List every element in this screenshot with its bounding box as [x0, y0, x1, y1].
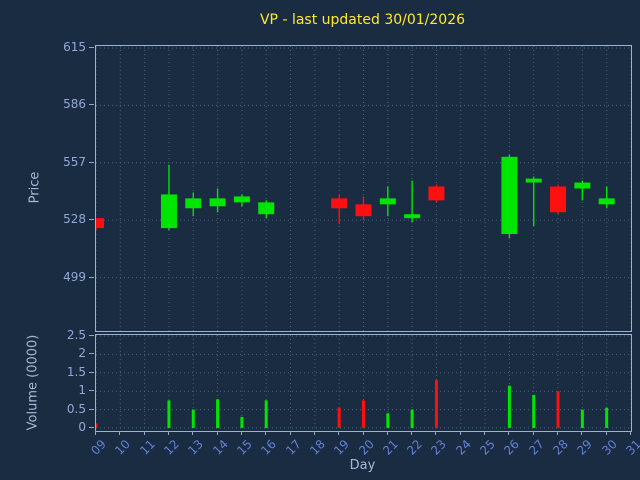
- x-tick-mark: [581, 431, 583, 435]
- price-tick-mark: [89, 276, 94, 278]
- volume-tick-label: 1.5: [66, 364, 86, 379]
- volume-bar: [337, 407, 341, 428]
- volume-bar: [264, 400, 268, 428]
- volume-tick-mark: [89, 335, 94, 336]
- volume-tick-label: 1: [78, 383, 86, 398]
- candle-body: [185, 198, 202, 209]
- volume-bar: [240, 416, 244, 428]
- x-tick-mark: [192, 431, 194, 435]
- volume-bar: [216, 399, 220, 428]
- price-chart-canvas: [96, 46, 631, 331]
- volume-tick-mark: [89, 408, 94, 410]
- volume-bar: [362, 400, 365, 428]
- price-tick-label: 586: [63, 97, 86, 112]
- x-tick-mark: [289, 431, 291, 435]
- price-tick-mark: [89, 104, 94, 106]
- price-panel: [95, 45, 632, 332]
- x-tick-mark: [508, 431, 510, 435]
- volume-bar: [434, 380, 438, 428]
- x-tick-mark: [532, 431, 534, 435]
- candle-body: [233, 196, 250, 203]
- volume-tick-label: 0.5: [66, 401, 86, 416]
- candle-body: [160, 194, 177, 229]
- volume-bar: [410, 409, 414, 428]
- price-tick-mark: [89, 46, 94, 48]
- chart-title: VP - last updated 30/01/2026: [259, 12, 466, 28]
- x-tick-mark: [119, 431, 121, 435]
- volume-bar: [580, 409, 584, 428]
- x-tick-mark: [484, 431, 486, 435]
- candle-body: [574, 182, 591, 189]
- volume-panel: [95, 334, 632, 432]
- x-axis-label: Day: [349, 458, 376, 473]
- volume-tick-label: 2.5: [66, 328, 86, 342]
- volume-bar: [605, 407, 609, 428]
- volume-bar: [386, 413, 390, 428]
- price-tick-mark: [89, 219, 94, 221]
- x-tick-mark: [435, 431, 437, 435]
- candle-body: [258, 202, 275, 215]
- candle-body: [428, 186, 445, 201]
- x-tick-mark: [143, 431, 145, 435]
- candle-body: [525, 178, 542, 183]
- candle-body: [379, 198, 396, 205]
- volume-chart-canvas: [96, 335, 631, 431]
- volume-bar: [556, 391, 560, 428]
- x-tick-mark: [630, 431, 631, 435]
- candle-body: [501, 156, 518, 235]
- candle-body: [331, 198, 348, 209]
- volume-bar: [507, 385, 511, 428]
- price-tick-mark: [89, 161, 94, 163]
- x-tick-mark: [459, 431, 461, 435]
- candle-body: [96, 218, 104, 229]
- volume-tick-mark: [89, 353, 94, 355]
- price-tick-label: 528: [63, 212, 86, 227]
- x-tick-mark: [313, 431, 315, 435]
- x-tick-mark: [265, 431, 267, 435]
- x-tick-mark: [167, 431, 169, 435]
- x-tick-mark: [338, 431, 340, 435]
- volume-bar: [191, 409, 195, 428]
- candle-body: [209, 198, 226, 207]
- volume-tick-label: 2: [78, 346, 86, 361]
- candle-body: [355, 204, 372, 217]
- price-tick-label: 615: [63, 39, 86, 54]
- x-tick-mark: [386, 431, 388, 435]
- volume-tick-mark: [89, 390, 94, 392]
- price-tick-label: 499: [63, 269, 86, 284]
- volume-tick-mark: [89, 427, 94, 428]
- volume-tick-mark: [89, 371, 94, 373]
- x-tick-mark: [240, 431, 242, 435]
- volume-bar: [532, 394, 536, 428]
- x-tick-mark: [216, 431, 218, 435]
- x-tick-mark: [362, 431, 364, 435]
- x-tick-mark: [557, 431, 559, 435]
- price-tick-label: 557: [63, 154, 86, 169]
- volume-bar: [167, 400, 171, 428]
- x-tick-mark: [411, 431, 413, 435]
- volume-bar: [96, 423, 98, 428]
- candle-body: [598, 198, 615, 205]
- x-tick-mark: [605, 431, 607, 435]
- volume-tick-label: 0: [78, 420, 86, 434]
- candle-body: [550, 186, 567, 213]
- x-tick-mark: [95, 431, 96, 435]
- candle-body: [404, 214, 421, 219]
